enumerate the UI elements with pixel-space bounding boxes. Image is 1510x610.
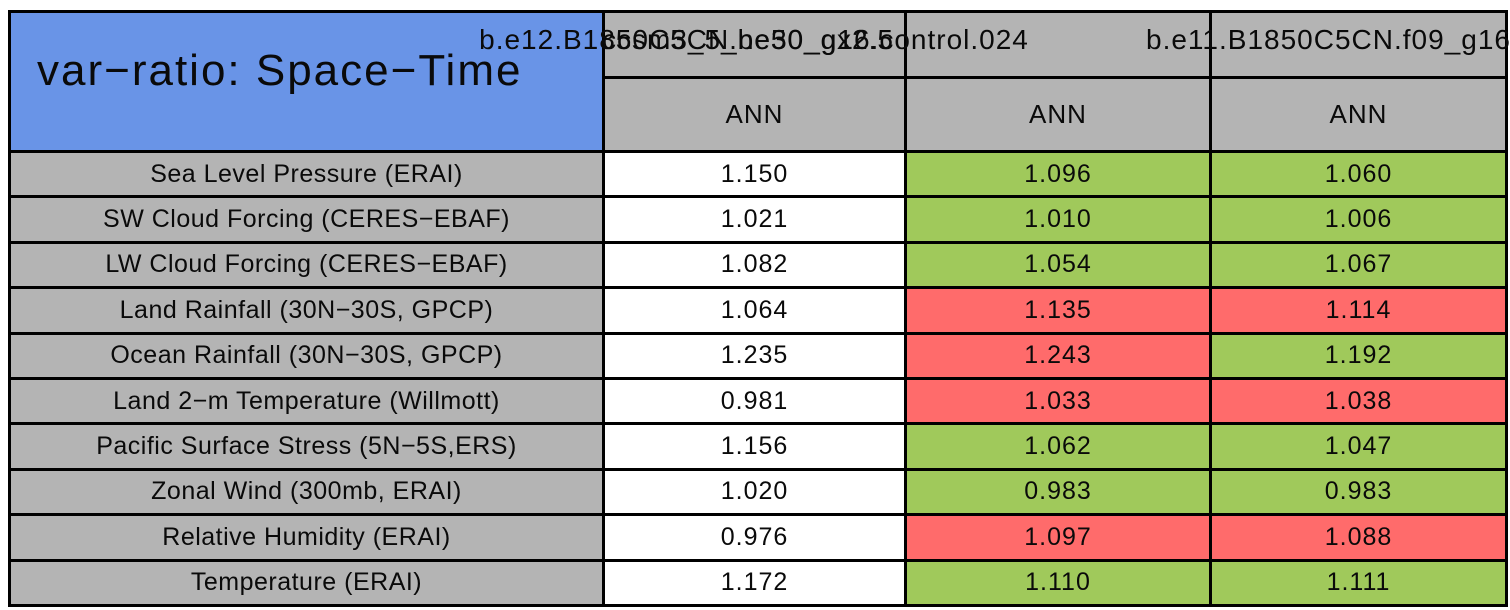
value-cell: 1.096 — [907, 153, 1209, 196]
row-label: Land Rainfall (30N−30S, GPCP) — [11, 289, 602, 332]
value-cell: 1.020 — [605, 470, 904, 514]
header-case-cell-1 — [605, 13, 904, 76]
row-label: Ocean Rainfall (30N−30S, GPCP) — [11, 334, 602, 377]
header-case-cell-2 — [907, 13, 1209, 76]
case-label-control-1: ccsm3_5_be50_gx2.5 — [602, 24, 894, 55]
row-label: Land 2−m Temperature (Willmott) — [11, 380, 602, 423]
header-case-cell-3 — [1212, 13, 1505, 76]
table-title-box: var−ratio: Space−Time — [11, 13, 602, 150]
value-cell: 1.038 — [1212, 380, 1505, 423]
value-cell: 1.021 — [605, 198, 904, 241]
value-cell: 1.243 — [907, 334, 1209, 377]
value-cell: 1.235 — [605, 334, 904, 377]
value-cell: 1.111 — [1212, 561, 1505, 604]
value-cell: 1.010 — [907, 198, 1209, 241]
value-cell: 1.088 — [1212, 516, 1505, 559]
value-cell: 0.976 — [605, 516, 904, 559]
row-label: LW Cloud Forcing (CERES−EBAF) — [11, 243, 602, 287]
season-label: ANN — [1329, 99, 1388, 129]
season-label: ANN — [725, 99, 784, 129]
value-cell: 1.062 — [907, 425, 1209, 468]
case-label-test: b.e12.B1850C5CN.ne30_g16.control.024 — [479, 24, 1029, 55]
value-cell: 0.983 — [1212, 470, 1505, 514]
season-label: ANN — [1029, 99, 1087, 129]
page-title: var−ratio: Space−Time — [37, 45, 523, 95]
row-label: Pacific Surface Stress (5N−5S,ERS) — [11, 425, 602, 468]
row-label: Temperature (ERAI) — [11, 561, 602, 604]
value-cell: 1.082 — [605, 243, 904, 287]
value-cell: 1.172 — [605, 561, 904, 604]
value-cell: 1.047 — [1212, 425, 1505, 468]
value-cell: 1.067 — [1212, 243, 1505, 287]
value-cell: 1.033 — [907, 380, 1209, 423]
case-label-control-2: b.e11.B1850C5CN.f09_g16 — [1146, 24, 1510, 55]
season-header-3: ANN — [1212, 79, 1505, 150]
row-label: Zonal Wind (300mb, ERAI) — [11, 470, 602, 514]
value-cell: 1.097 — [907, 516, 1209, 559]
row-label: SW Cloud Forcing (CERES−EBAF) — [11, 198, 602, 241]
value-cell: 1.064 — [605, 289, 904, 332]
value-cell: 1.006 — [1212, 198, 1505, 241]
value-cell: 1.054 — [907, 243, 1209, 287]
value-cell: 1.110 — [907, 561, 1209, 604]
value-cell: 1.156 — [605, 425, 904, 468]
metrics-table: var−ratio: Space−Time ANN ANN ANN Sea Le… — [8, 10, 1508, 607]
value-cell: 0.981 — [605, 380, 904, 423]
row-label: Sea Level Pressure (ERAI) — [11, 153, 602, 196]
value-cell: 1.060 — [1212, 153, 1505, 196]
season-header-1: ANN — [605, 79, 904, 150]
season-header-2: ANN — [907, 79, 1209, 150]
value-cell: 1.114 — [1212, 289, 1505, 332]
row-label: Relative Humidity (ERAI) — [11, 516, 602, 559]
value-cell: 1.135 — [907, 289, 1209, 332]
value-cell: 1.192 — [1212, 334, 1505, 377]
value-cell: 1.150 — [605, 153, 904, 196]
value-cell: 0.983 — [907, 470, 1209, 514]
